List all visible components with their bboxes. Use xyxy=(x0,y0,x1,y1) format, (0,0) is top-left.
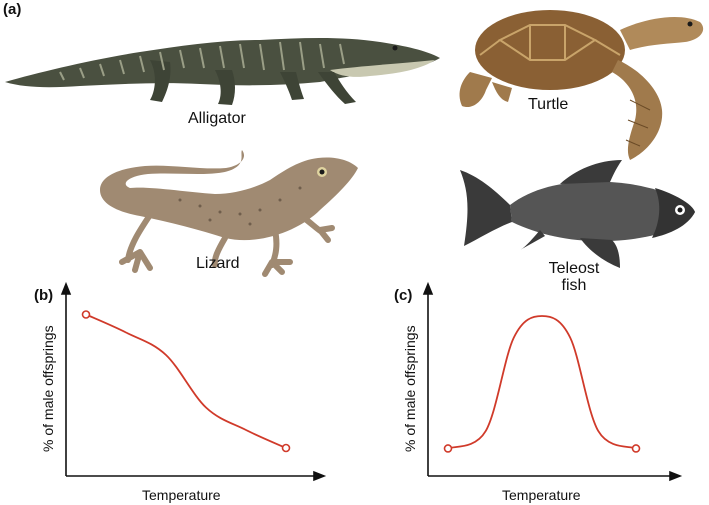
fish-illustration xyxy=(460,160,695,268)
chart-c-x-label: Temperature xyxy=(502,487,581,503)
turtle-illustration xyxy=(459,10,704,160)
fish-label: Teleost fish xyxy=(534,260,614,294)
panel-label-a: (a) xyxy=(3,1,22,18)
chart-c-series-line xyxy=(447,315,637,450)
chart-b-series-line xyxy=(85,313,287,449)
fish-label-line1: Teleost xyxy=(548,260,600,277)
chart-c-end-point xyxy=(631,444,641,453)
chart-b-y-label: % of male offsprings xyxy=(40,325,56,452)
lizard-label: Lizard xyxy=(196,255,240,272)
chart-c-y-label: % of male offsprings xyxy=(402,325,418,452)
chart-b-x-label: Temperature xyxy=(142,487,221,503)
chart-b-axes xyxy=(60,281,327,482)
chart-c-start-point xyxy=(443,444,453,453)
chart-b-end-point xyxy=(281,443,291,453)
chart-c-axes xyxy=(422,281,683,482)
panel-label-c: (c) xyxy=(394,287,413,304)
lizard-illustration xyxy=(100,150,358,277)
chart-b-start-point xyxy=(81,310,91,319)
turtle-label: Turtle xyxy=(528,96,569,113)
fish-label-line2: fish xyxy=(561,277,587,294)
panel-label-b: (b) xyxy=(34,287,54,304)
alligator-illustration xyxy=(5,38,440,105)
alligator-label: Alligator xyxy=(188,110,246,127)
